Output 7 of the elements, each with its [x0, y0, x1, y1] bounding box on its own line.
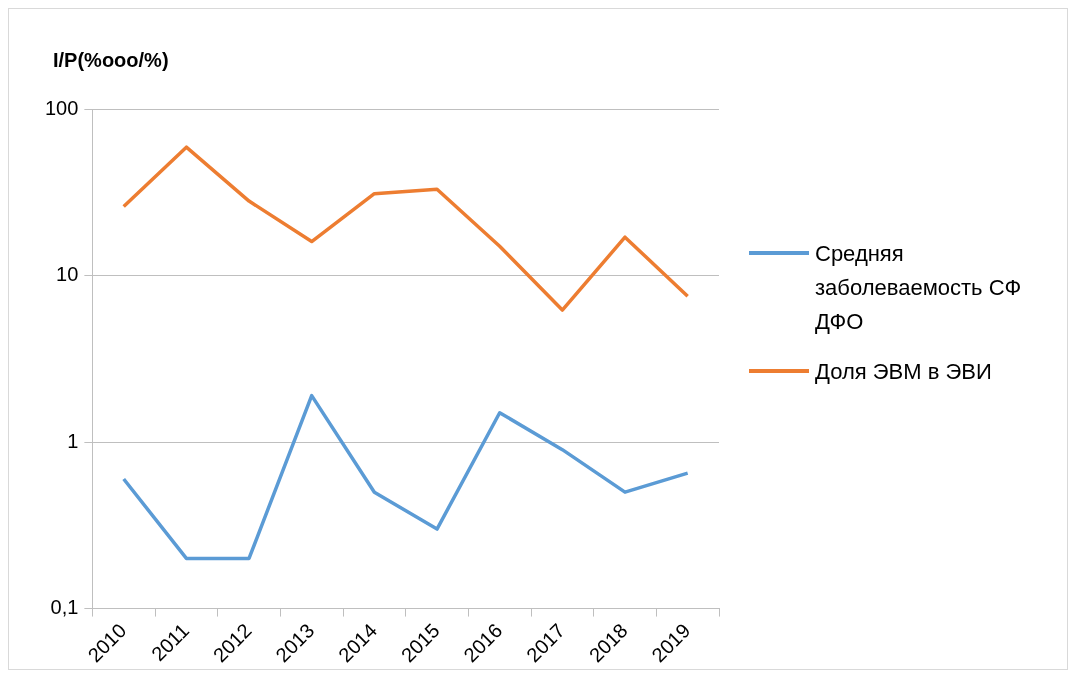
- y-tick-label: 1: [67, 429, 79, 452]
- y-tick-label: 10: [56, 263, 79, 286]
- legend-label: Доля ЭВМ в ЭВИ: [815, 358, 992, 386]
- y-tick-label: 0,1: [50, 596, 79, 619]
- y-tick-label: 100: [44, 96, 79, 119]
- legend-label: Средняя заболеваемость СФ ДФО: [815, 240, 1023, 336]
- y-axis-title: I/P(%ooo/%): [53, 49, 169, 72]
